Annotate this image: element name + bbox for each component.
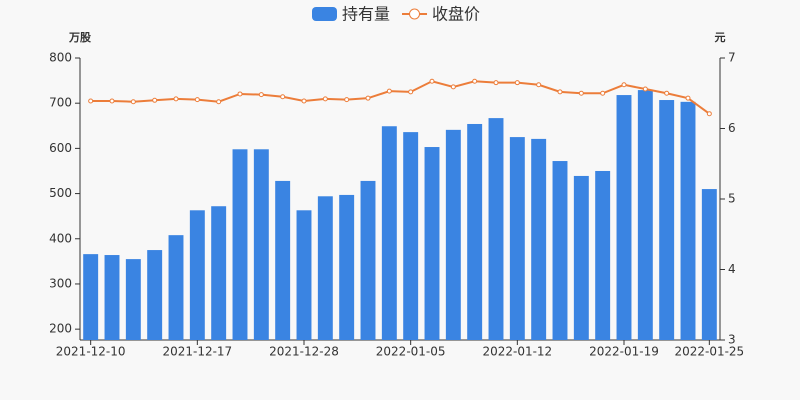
- bar: [467, 123, 483, 340]
- bar: [381, 126, 397, 340]
- bar: [531, 138, 547, 340]
- line-point: [109, 98, 115, 104]
- bar: [296, 210, 312, 340]
- bar: [680, 101, 696, 340]
- bar: [253, 149, 269, 340]
- line-point: [258, 92, 264, 98]
- bar: [168, 235, 184, 340]
- legend-swatch: [312, 7, 337, 21]
- legend-label: 持有量: [342, 5, 390, 24]
- line-point: [664, 90, 670, 96]
- line-point: [472, 78, 478, 84]
- y2-axis-label: 元: [715, 31, 726, 44]
- line-point: [130, 99, 136, 105]
- bar: [424, 147, 440, 340]
- y2-tick-label: 3: [728, 333, 736, 347]
- line-point: [237, 91, 243, 97]
- line-point: [301, 98, 307, 104]
- line-point: [706, 111, 712, 117]
- line-point: [365, 95, 371, 101]
- y2-tick-label: 5: [728, 192, 736, 206]
- legend-label: 收盘价: [432, 5, 480, 24]
- legend-swatch: [409, 8, 421, 20]
- bar: [595, 170, 611, 340]
- line-point: [557, 89, 563, 95]
- y-tick-label: 700: [49, 96, 72, 110]
- bar: [659, 100, 675, 341]
- y2-tick-label: 6: [728, 121, 736, 135]
- bar: [83, 254, 99, 340]
- line-point: [642, 86, 648, 92]
- line-point: [322, 96, 328, 102]
- bar: [637, 90, 653, 340]
- line-point: [578, 90, 584, 96]
- line-point: [621, 82, 627, 88]
- line-point: [514, 80, 520, 86]
- bar: [573, 175, 589, 340]
- y2-tick-label: 4: [728, 262, 736, 276]
- x-tick-label: 2022-01-05: [376, 345, 446, 359]
- line-point: [386, 88, 392, 94]
- bar: [125, 259, 141, 340]
- x-tick-label: 2022-01-19: [589, 345, 659, 359]
- line-point: [344, 97, 350, 103]
- bar: [275, 180, 291, 340]
- bar: [509, 137, 525, 340]
- bar: [189, 210, 205, 340]
- y2-tick-label: 7: [728, 51, 736, 65]
- bar: [701, 189, 717, 340]
- x-tick-label: 2022-01-25: [674, 345, 744, 359]
- x-tick-label: 2022-01-12: [482, 345, 552, 359]
- bar: [445, 129, 461, 340]
- bar: [317, 196, 333, 340]
- line-point: [194, 97, 200, 103]
- bar: [147, 250, 163, 340]
- line-point: [88, 98, 94, 104]
- bar: [232, 149, 248, 340]
- y-tick-label: 400: [49, 231, 72, 245]
- line-point: [429, 78, 435, 84]
- line-point: [173, 96, 179, 102]
- bar: [403, 132, 419, 340]
- y-tick-label: 500: [49, 186, 72, 200]
- line: [90, 80, 710, 115]
- x-tick-label: 2021-12-10: [56, 345, 126, 359]
- bar: [552, 161, 568, 340]
- line-point: [216, 99, 222, 105]
- x-tick-label: 2021-12-17: [162, 345, 232, 359]
- y-tick-label: 300: [49, 276, 72, 290]
- y-axis-label: 万股: [68, 31, 92, 44]
- line-point: [152, 97, 158, 103]
- bar: [339, 194, 355, 340]
- line-point: [450, 84, 456, 90]
- line-point: [685, 95, 691, 101]
- bar: [616, 95, 632, 340]
- y-tick-label: 800: [49, 51, 72, 65]
- bar: [104, 255, 120, 340]
- line-point: [536, 82, 542, 88]
- line-point: [600, 90, 606, 96]
- y-tick-label: 600: [49, 141, 72, 155]
- bar: [488, 118, 504, 340]
- line-point: [408, 89, 414, 95]
- bar: [360, 180, 376, 340]
- line-point: [493, 80, 499, 86]
- bar: [211, 206, 227, 340]
- line-point: [280, 94, 286, 100]
- y-tick-label: 200: [49, 322, 72, 336]
- x-tick-label: 2021-12-28: [269, 345, 339, 359]
